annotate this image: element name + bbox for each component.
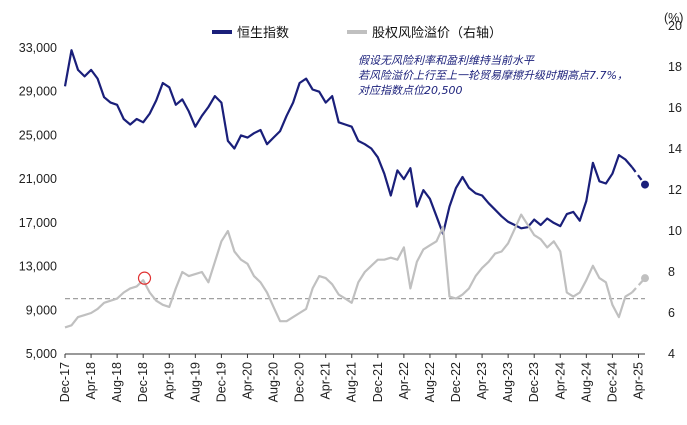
y-left-tick-label: 33,000: [19, 41, 57, 55]
y-right-tick-label: 20: [668, 19, 682, 33]
x-tick-label: Aug-20: [267, 362, 281, 402]
x-tick-label: Dec-24: [605, 362, 619, 402]
projection-point-hsi: [641, 180, 649, 189]
x-tick-label: Aug-24: [579, 362, 593, 402]
x-tick-label: Aug-22: [423, 362, 437, 402]
x-tick-label: Apr-20: [240, 362, 254, 400]
x-tick-label: Dec-19: [214, 362, 228, 402]
projection-line-erp: [631, 277, 646, 294]
x-tick-label: Dec-18: [136, 362, 150, 402]
y-right-tick-label: 6: [668, 306, 675, 320]
right-axis-unit: (%): [664, 11, 683, 25]
y-right-tick-label: 16: [668, 101, 682, 115]
x-tick-label: Apr-22: [397, 362, 411, 400]
y-left-tick-label: 21,000: [19, 172, 57, 186]
y-left-tick-label: 9,000: [26, 303, 57, 317]
projection-point-erp: [641, 274, 649, 283]
x-tick-label: Dec-22: [449, 362, 463, 402]
y-right-tick-label: 14: [668, 142, 682, 156]
y-left-tick-label: 13,000: [19, 260, 57, 274]
y-right-tick-label: 8: [668, 265, 675, 279]
x-tick-label: Apr-25: [631, 362, 645, 400]
x-tick-label: Aug-21: [345, 362, 359, 402]
series-line-hsi: [63, 49, 633, 235]
legend-label-hsi: 恒生指数: [237, 26, 289, 41]
y-right-tick-label: 10: [668, 224, 682, 238]
x-tick-label: Apr-19: [162, 362, 176, 400]
annotation-line-2: 若风险溢价上行至上一轮贸易摩擦升级时期高点7.7%，: [358, 69, 628, 82]
legend-label-erp: 股权风险溢价（右轴）: [372, 25, 502, 41]
annotation-line-1: 假设无风险利率和盈利维持当前水平: [358, 54, 535, 67]
x-tick-label: Dec-21: [371, 362, 385, 402]
x-tick-label: Aug-23: [501, 362, 515, 402]
x-tick-label: Dec-17: [58, 362, 72, 402]
y-right-tick-label: 18: [668, 60, 682, 74]
y-right-tick-label: 12: [668, 183, 682, 197]
annotation-line-3: 对应指数点位20,500: [358, 84, 463, 97]
legend: 恒生指数 股权风险溢价（右轴）: [212, 25, 502, 41]
series-line-erp: [64, 213, 633, 329]
x-tick-label: Apr-24: [553, 362, 567, 400]
axes: 5,000 9,000 13,000 17,000 21,000 25,000 29,000…: [19, 19, 682, 402]
projection-line-hsi: [631, 166, 646, 186]
y-right-tick-label: 4: [668, 347, 675, 361]
x-tick-label: Apr-21: [319, 362, 333, 400]
annotation: 假设无风险利率和盈利维持当前水平 若风险溢价上行至上一轮贸易摩擦升级时期高点7.…: [358, 54, 628, 97]
y-left-tick-label: 29,000: [19, 85, 57, 99]
x-tick-label: Dec-20: [293, 362, 307, 402]
plot-area: [63, 49, 649, 329]
x-tick-label: Aug-18: [110, 362, 124, 402]
y-left-tick-label: 17,000: [19, 216, 57, 230]
x-tick-label: Aug-19: [188, 362, 202, 402]
x-tick-label: Dec-23: [527, 362, 541, 402]
y-left-tick-label: 25,000: [19, 128, 57, 142]
x-tick-label: Apr-23: [475, 362, 489, 400]
highlight-marker: [137, 271, 152, 285]
x-tick-label: Apr-18: [84, 362, 98, 400]
y-left-tick-label: 5,000: [26, 347, 57, 361]
